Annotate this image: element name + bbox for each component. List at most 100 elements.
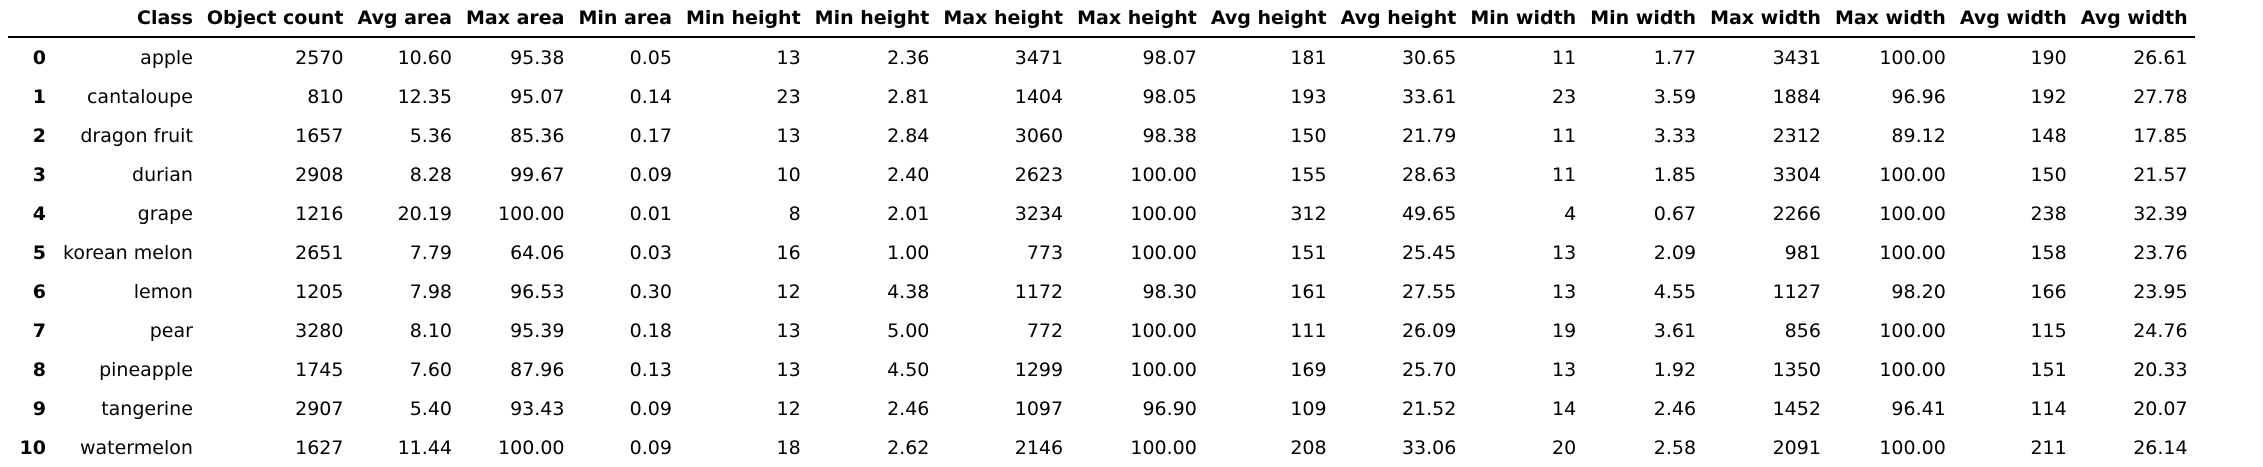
table-cell: 150 [2030, 163, 2067, 186]
table-cell: 12 [776, 280, 801, 303]
table-cell: 100.00 [1879, 163, 1946, 186]
table-cell: 100.00 [1879, 358, 1946, 381]
table-cell: watermelon [79, 436, 193, 459]
table-cell: 100.00 [1879, 202, 1946, 225]
table-cell: 18 [776, 436, 801, 459]
table-row: 6 lemon 1205 7.98 96.53 0.30 12 4.38 1172 98.30 16… [8, 272, 2195, 311]
table-cell: 238 [2030, 202, 2067, 225]
table-cell: 1.77 [1653, 46, 1697, 69]
table-cell: 3.61 [1653, 319, 1697, 342]
table-cell: 25.70 [1401, 358, 1457, 381]
table-row: 9 tangerine 2907 5.40 93.43 0.09 12 2.46 1097 96.… [8, 389, 2195, 428]
table-cell: 150 [1290, 124, 1327, 147]
table-cell: 1205 [295, 280, 344, 303]
table-row: 4 grape 1216 20.19 100.00 0.01 8 2.01 3234 100.00… [8, 194, 2195, 233]
table-cell: 3.59 [1653, 85, 1697, 108]
table-cell: 100.00 [1879, 46, 1946, 69]
table-cell: 2091 [1772, 436, 1821, 459]
table-cell: 100.00 [1879, 241, 1946, 264]
table-cell: 13 [776, 124, 801, 147]
table-cell: durian [132, 163, 193, 186]
table-cell: 1127 [1772, 280, 1821, 303]
table-cell: 8.28 [409, 163, 452, 186]
table-cell: 1.00 [887, 241, 930, 264]
fruit-stats-table: Class Object count Avg area Max area Min are… [8, 0, 2195, 467]
row-index: 1 [32, 85, 46, 108]
table-cell: 169 [1290, 358, 1327, 381]
table-cell: 2.84 [887, 124, 930, 147]
table-cell: 1404 [1014, 85, 1064, 108]
table-cell: 1216 [295, 202, 344, 225]
table-cell: 3431 [1772, 46, 1821, 69]
column-header: Min height [807, 0, 937, 38]
table-cell: 24.76 [2133, 319, 2188, 342]
table-cell: 2.58 [1653, 436, 1697, 459]
table-cell: 87.96 [510, 358, 565, 381]
table-row: 5 korean melon 2651 7.79 64.06 0.03 16 1.00 773 1… [8, 233, 2195, 272]
table-cell: 26.61 [2133, 46, 2188, 69]
table-row: 7 pear 3280 8.10 95.39 0.18 13 5.00 772 100.00 111… [8, 311, 2195, 350]
table-cell: 20 [1552, 436, 1577, 459]
table-cell: 190 [2030, 46, 2067, 69]
row-index: 4 [32, 202, 46, 225]
table-cell: 4.55 [1653, 280, 1697, 303]
table-cell: 0.03 [629, 241, 672, 264]
row-index: 10 [19, 436, 46, 459]
table-cell: 810 [307, 85, 344, 108]
table-cell: 2266 [1772, 202, 1821, 225]
table-cell: 100.00 [1130, 163, 1197, 186]
table-cell: 13 [776, 358, 801, 381]
table-cell: 85.36 [510, 124, 565, 147]
table-cell: 2651 [295, 241, 344, 264]
table-cell: 4 [1564, 202, 1577, 225]
table-cell: 5.40 [409, 397, 452, 420]
table-cell: 2.46 [1653, 397, 1697, 420]
row-index: 8 [32, 358, 46, 381]
column-header: Object count [199, 0, 351, 38]
table-cell: 4.38 [887, 280, 930, 303]
table-row: 2 dragon fruit 1657 5.36 85.36 0.17 13 2.84 3060… [8, 116, 2195, 155]
table-cell: 3.33 [1653, 124, 1697, 147]
table-cell: 100.00 [1879, 319, 1946, 342]
table-cell: 98.05 [1142, 85, 1197, 108]
table-cell: 856 [1784, 319, 1821, 342]
table-cell: 99.67 [510, 163, 565, 186]
table-cell: lemon [133, 280, 193, 303]
table-cell: 181 [1290, 46, 1327, 69]
table-cell: 21.52 [1401, 397, 1457, 420]
row-index: 2 [32, 124, 46, 147]
table-row: 0 apple 2570 10.60 95.38 0.05 13 2.36 3471 98.07 1… [8, 37, 2195, 77]
table-cell: 8.10 [409, 319, 452, 342]
table-cell: 33.61 [1401, 85, 1457, 108]
table-cell: tangerine [101, 397, 193, 420]
table-cell: 2.62 [887, 436, 930, 459]
table-cell: 772 [1026, 319, 1064, 342]
table-cell: 192 [2030, 85, 2067, 108]
table-cell: 109 [1290, 397, 1327, 420]
table-cell: 3060 [1014, 124, 1064, 147]
table-cell: 1884 [1772, 85, 1821, 108]
table-cell: 96.96 [1891, 85, 1946, 108]
column-header: Avg height [1333, 0, 1464, 38]
table-cell: 211 [2030, 436, 2067, 459]
table-cell: 0.18 [629, 319, 672, 342]
table-cell: 96.90 [1142, 397, 1197, 420]
column-header: Min width [1463, 0, 1584, 38]
table-cell: 2312 [1772, 124, 1821, 147]
table-cell: 98.07 [1142, 46, 1197, 69]
table-cell: 23.95 [2133, 280, 2188, 303]
table-cell: 13 [1552, 241, 1577, 264]
table-cell: 2.09 [1653, 241, 1697, 264]
table-cell: 1657 [295, 124, 344, 147]
table-cell: 0.01 [629, 202, 672, 225]
table-row: 3 durian 2908 8.28 99.67 0.09 10 2.40 2623 100.00… [8, 155, 2195, 194]
table-cell: 1745 [295, 358, 344, 381]
column-header: Class [56, 0, 200, 38]
row-index: 5 [32, 241, 46, 264]
table-cell: 27.55 [1401, 280, 1457, 303]
table-cell: 2570 [295, 46, 344, 69]
table-cell: 0.17 [629, 124, 672, 147]
table-cell: dragon fruit [80, 124, 193, 147]
table-cell: 161 [1290, 280, 1327, 303]
row-index: 9 [32, 397, 46, 420]
